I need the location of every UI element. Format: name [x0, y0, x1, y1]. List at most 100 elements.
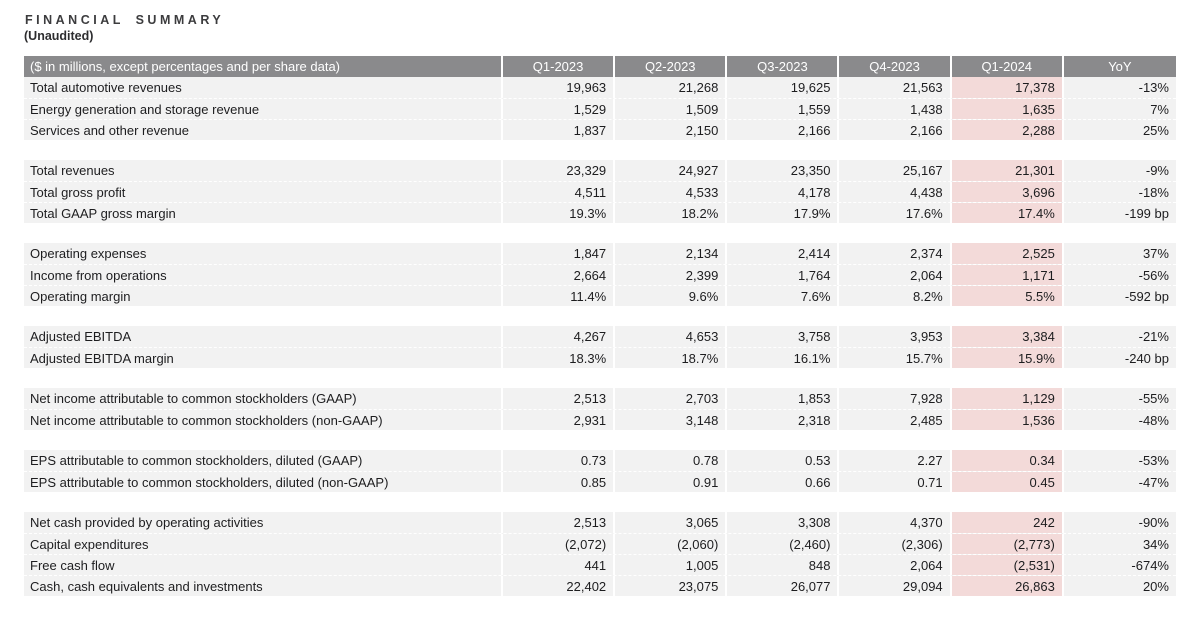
cell-yoy: -56%: [1138, 267, 1169, 283]
table-row: Cash, cash equivalents and investments 22…: [24, 575, 1176, 596]
table-row: EPS attributable to common stockholders,…: [24, 471, 1176, 492]
page-subtitle: (Unaudited): [24, 29, 94, 43]
cell-q1-2024: 1,635: [951, 99, 1064, 119]
cell-q3-2023: 2,414: [727, 243, 840, 264]
cell-q2-2023: 18.7%: [615, 348, 728, 368]
row-label: EPS attributable to common stockholders,…: [24, 472, 503, 492]
cell-q3-2023: 16.1%: [727, 348, 840, 368]
cell-q2-2023: 4,533: [615, 182, 728, 202]
cell-q1-2023: 4,511: [503, 182, 616, 202]
cell-yoy: -90%: [1138, 515, 1169, 530]
table-header-col-q1-2024: Q1-2024: [952, 56, 1064, 77]
cell-q1-2024: 2,288: [951, 120, 1064, 140]
cell-q2-2023: (2,060): [615, 534, 728, 554]
table-row: Adjusted EBITDA 4,267 4,653 3,758 3,953 3,384…: [24, 326, 1176, 347]
cell-yoy: 34%: [1142, 536, 1169, 552]
cell-q4-2023: 7,928: [839, 388, 952, 409]
cell-q1-2023: 441: [503, 555, 616, 575]
cell-q4-2023: 25,167: [839, 160, 952, 181]
cell-q1-2024: (2,531): [951, 555, 1064, 575]
cell-q1-2024: 242: [951, 512, 1064, 533]
cell-q4-2023: 2.27: [839, 450, 952, 471]
row-label: Net income attributable to common stockh…: [24, 410, 503, 430]
row-label: Net income attributable to common stockh…: [24, 388, 503, 409]
section-spacer: [24, 306, 1176, 326]
cell-q1-2023: 4,267: [503, 326, 616, 347]
row-label: Services and other revenue: [24, 120, 503, 140]
table-header-col-q1-2023: Q1-2023: [503, 56, 616, 77]
table-header-units-label: ($ in millions, except percentages and p…: [24, 56, 503, 77]
cell-q1-2024: 26,863: [951, 576, 1064, 596]
table-row: Total gross profit 4,511 4,533 4,178 4,438 3,…: [24, 181, 1176, 202]
table-section: Net income attributable to common stockh…: [24, 388, 1176, 430]
row-label: EPS attributable to common stockholders,…: [24, 450, 503, 471]
cell-q2-2023: 21,268: [615, 77, 728, 98]
cell-q2-2023: 4,653: [615, 326, 728, 347]
row-label: Operating expenses: [24, 243, 503, 264]
cell-q1-2023: 1,837: [503, 120, 616, 140]
cell-q4-2023: 15.7%: [839, 348, 952, 368]
page-title: FINANCIAL SUMMARY: [25, 13, 225, 27]
cell-q1-2024: 1,536: [951, 410, 1064, 430]
table-row: Net income attributable to common stockh…: [24, 388, 1176, 409]
cell-q4-2023: 2,064: [839, 555, 952, 575]
cell-q1-2023: 23,329: [503, 160, 616, 181]
table-row: Operating margin 11.4% 9.6% 7.6% 8.2% 5.5% -59…: [24, 285, 1176, 306]
row-label: Net cash provided by operating activitie…: [24, 512, 503, 533]
cell-q1-2024: 21,301: [951, 160, 1064, 181]
cell-q3-2023: 2,166: [727, 120, 840, 140]
row-label: Income from operations: [24, 265, 503, 285]
cell-q1-2023: 0.73: [503, 450, 616, 471]
table-section: Operating expenses 1,847 2,134 2,414 2,374 2,…: [24, 243, 1176, 306]
cell-q1-2024: 5.5%: [951, 286, 1064, 306]
row-label: Adjusted EBITDA: [24, 326, 503, 347]
section-spacer: [24, 492, 1176, 512]
cell-yoy: 7%: [1150, 101, 1169, 117]
cell-q1-2023: 0.85: [503, 472, 616, 492]
row-label: Total GAAP gross margin: [24, 203, 503, 223]
cell-q2-2023: 3,065: [615, 512, 728, 533]
cell-yoy: -47%: [1138, 474, 1169, 490]
table-row: Operating expenses 1,847 2,134 2,414 2,374 2,…: [24, 243, 1176, 264]
cell-q2-2023: 2,150: [615, 120, 728, 140]
cell-q4-2023: 4,438: [839, 182, 952, 202]
cell-yoy: -674%: [1131, 557, 1169, 573]
cell-q3-2023: 1,559: [727, 99, 840, 119]
cell-yoy: -592 bp: [1124, 288, 1169, 304]
cell-q2-2023: 9.6%: [615, 286, 728, 306]
table-row: Free cash flow 441 1,005 848 2,064 (2,531) -67…: [24, 554, 1176, 575]
cell-yoy: -18%: [1138, 184, 1169, 200]
row-label: Total revenues: [24, 160, 503, 181]
cell-q4-2023: 4,370: [839, 512, 952, 533]
cell-q1-2024: 3,384: [951, 326, 1064, 347]
cell-q2-2023: 1,509: [615, 99, 728, 119]
table-section: Total automotive revenues 19,963 21,268 19,…: [24, 77, 1176, 140]
table-row: Capital expenditures (2,072) (2,060) (2,460…: [24, 533, 1176, 554]
cell-q2-2023: 18.2%: [615, 203, 728, 223]
cell-q4-2023: 2,064: [839, 265, 952, 285]
cell-q1-2024: 3,696: [951, 182, 1064, 202]
cell-q2-2023: 3,148: [615, 410, 728, 430]
cell-q4-2023: 21,563: [839, 77, 952, 98]
table-section: Net cash provided by operating activitie…: [24, 512, 1176, 596]
cell-q1-2023: 19,963: [503, 77, 616, 98]
table-row: EPS attributable to common stockholders,…: [24, 450, 1176, 471]
cell-q1-2023: (2,072): [503, 534, 616, 554]
cell-q1-2024: 0.45: [951, 472, 1064, 492]
cell-q1-2024: 2,525: [951, 243, 1064, 264]
cell-q3-2023: 1,764: [727, 265, 840, 285]
cell-yoy: -9%: [1145, 163, 1169, 178]
row-label: Operating margin: [24, 286, 503, 306]
cell-q3-2023: 0.66: [727, 472, 840, 492]
cell-q2-2023: 0.78: [615, 450, 728, 471]
section-spacer: [24, 430, 1176, 450]
row-label: Cash, cash equivalents and investments: [24, 576, 503, 596]
cell-q1-2024: 17.4%: [951, 203, 1064, 223]
row-label: Energy generation and storage revenue: [24, 99, 503, 119]
cell-q1-2024: 0.34: [951, 450, 1064, 471]
cell-q4-2023: 29,094: [839, 576, 952, 596]
cell-q4-2023: 2,166: [839, 120, 952, 140]
section-spacer: [24, 140, 1176, 160]
cell-q4-2023: (2,306): [839, 534, 952, 554]
table-row: Energy generation and storage revenue 1,5…: [24, 98, 1176, 119]
